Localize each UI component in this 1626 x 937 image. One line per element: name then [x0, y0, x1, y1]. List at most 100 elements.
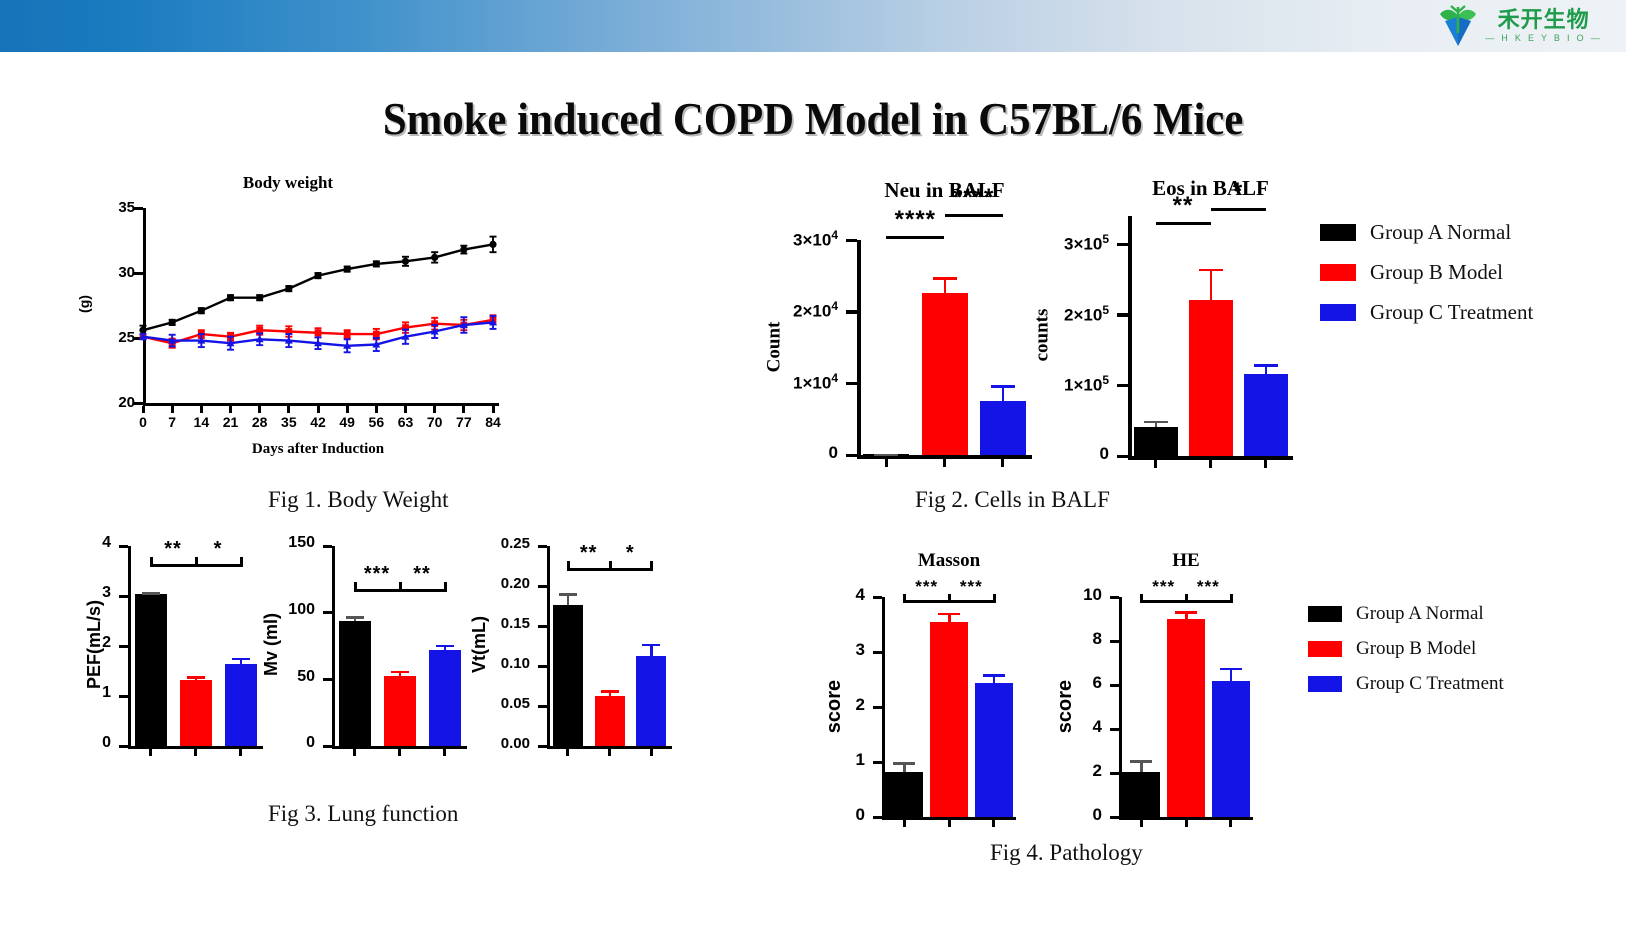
- y-tick-label: 0: [306, 734, 315, 752]
- y-axis-line: [1128, 216, 1132, 460]
- y-tick-label: 2: [1092, 760, 1102, 780]
- y-axis-label: PEF(mL/s): [84, 599, 105, 690]
- logo-chinese-name: 禾开生物: [1497, 7, 1590, 32]
- y-tick-label: 0.00: [500, 735, 530, 753]
- y-tick-label: 1: [855, 749, 865, 769]
- chart-title: Neu in BALF: [884, 178, 1005, 202]
- y-tick-mark: [323, 744, 332, 748]
- error-bar-cap: [982, 674, 1005, 677]
- significance-cap: [1229, 594, 1233, 603]
- x-axis-line: [857, 455, 1032, 459]
- y-tick-label: 3: [855, 639, 865, 659]
- significance-line: [949, 600, 994, 603]
- bar: [224, 664, 257, 746]
- significance-cap: [443, 582, 447, 592]
- significance-stars: ***: [915, 577, 939, 596]
- significance-line: [904, 600, 949, 603]
- significance-cap: [1140, 594, 1144, 603]
- x-axis-line: [1119, 817, 1253, 820]
- x-tick-mark: [374, 406, 378, 413]
- legend-color-swatch: [1308, 676, 1342, 692]
- x-tick-mark: [884, 458, 888, 467]
- y-tick-mark: [538, 624, 547, 628]
- x-tick-mark: [404, 406, 407, 413]
- significance-cap: [566, 561, 570, 571]
- legend-color-swatch: [1320, 304, 1356, 321]
- chart-eos-in-balf: Eos in BALF 0 1×105 2×105 3×105 counts ** *: [1031, 176, 1493, 576]
- x-tick-label: 42: [310, 414, 326, 430]
- legend-item: Group C Treatment: [1308, 673, 1504, 695]
- error-bar-stem: [1229, 667, 1233, 682]
- x-tick-mark: [1184, 820, 1188, 827]
- legend-color-swatch: [1320, 264, 1356, 281]
- significance-cap: [149, 557, 153, 567]
- bar: [1243, 374, 1288, 456]
- bar: [179, 680, 212, 746]
- y-tick-mark: [119, 594, 128, 598]
- bar: [974, 683, 1013, 817]
- y-tick-label: 150: [288, 534, 315, 552]
- significance-stars: **: [413, 563, 431, 585]
- bar: [552, 605, 583, 746]
- y-tick-label: 0.20: [500, 575, 530, 593]
- chart-he: HE 0 2 4 6 8 10 score *** ***: [1054, 550, 1453, 937]
- caption-fig2: Fig 2. Cells in BALF: [915, 487, 1110, 512]
- y-tick-label: 3×105: [1064, 231, 1109, 254]
- y-tick-label: 20: [118, 394, 135, 411]
- x-tick-mark: [1264, 459, 1267, 468]
- error-bar-stem: [943, 277, 946, 294]
- chart-title: Masson: [917, 550, 981, 571]
- significance-cap: [353, 582, 357, 592]
- error-bar-cap: [600, 690, 619, 693]
- x-tick-mark: [1229, 820, 1233, 827]
- y-tick-mark: [846, 381, 857, 386]
- y-tick-mark: [873, 760, 882, 764]
- error-bar-cap: [1143, 420, 1168, 424]
- y-tick-label: 0.10: [500, 655, 530, 673]
- y-tick-mark: [323, 611, 332, 615]
- x-tick-mark: [491, 406, 495, 413]
- significance-stars: *: [213, 538, 223, 560]
- y-tick-mark: [134, 336, 143, 340]
- error-bar-stem: [608, 690, 611, 697]
- significance-cap: [1185, 594, 1188, 603]
- x-axis-line: [547, 746, 672, 749]
- x-axis-line: [1128, 456, 1293, 460]
- caption-fig3: Fig 3. Lung function: [268, 801, 459, 826]
- y-axis-label: score: [1054, 679, 1077, 734]
- y-axis-line: [1119, 597, 1122, 820]
- chart-vt: 0.00 0.05 0.10 0.15 0.20 0.25 Vt(mL) ** *: [469, 535, 872, 866]
- error-bar-cap: [558, 593, 577, 596]
- x-tick-mark: [433, 406, 437, 413]
- x-axis-label: Days after Induction: [251, 441, 385, 457]
- chart-neu-in-balf: Neu in BALF 0 1×104 2×104 3×104 Count **** ****: [763, 178, 1232, 575]
- significance-stars: ***: [959, 577, 983, 596]
- y-tick-label: 3×104: [793, 227, 838, 250]
- legend-item: Group B Model: [1308, 638, 1504, 660]
- y-tick-mark: [119, 544, 128, 548]
- x-tick-label: 14: [193, 414, 210, 430]
- y-tick-label: 4: [1092, 716, 1102, 736]
- x-tick-mark: [443, 749, 446, 756]
- significance-line: [150, 564, 196, 567]
- x-tick-mark: [1154, 459, 1157, 468]
- significance-cap: [608, 561, 612, 571]
- significance-line: [609, 568, 652, 571]
- error-bar-stem: [650, 643, 653, 657]
- x-tick-mark: [902, 820, 906, 827]
- error-bar-cap: [435, 644, 454, 648]
- x-tick-mark: [992, 820, 996, 827]
- significance-line: [567, 568, 610, 571]
- error-bar-stem: [1001, 385, 1005, 402]
- error-bar-cap: [932, 277, 957, 280]
- significance-cap: [239, 557, 243, 567]
- significance-stars: *: [1232, 178, 1244, 205]
- significance-stars: **: [1172, 192, 1194, 219]
- caption-fig4: Fig 4. Pathology: [990, 840, 1143, 865]
- y-tick-mark: [1117, 454, 1128, 458]
- error-bar-stem: [1140, 760, 1143, 773]
- bar: [979, 401, 1026, 455]
- significance-cap: [194, 557, 198, 567]
- y-tick-label: 2: [102, 634, 111, 652]
- error-bar-cap: [1175, 611, 1197, 614]
